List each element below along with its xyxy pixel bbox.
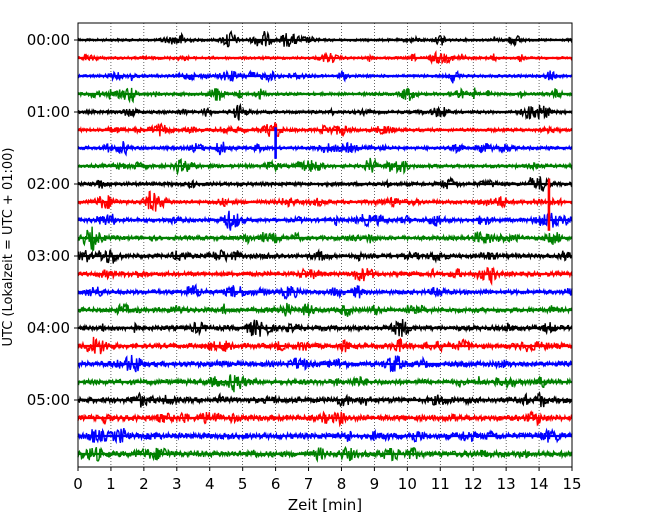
y-tick-label-4: 04:00 xyxy=(27,319,70,337)
x-tick-label-13: 13 xyxy=(497,475,516,493)
x-axis-ticks: 0 1 2 3 4 5 6 7 8 9 10 11 12 13 14 15 xyxy=(73,467,582,493)
x-tick-label-15: 15 xyxy=(562,475,581,493)
x-tick-label-8: 8 xyxy=(337,475,347,493)
x-tick-label-12: 12 xyxy=(464,475,483,493)
y-axis-label: UTC (Lokalzeit = UTC + 01:00) xyxy=(1,148,16,347)
trace-layer xyxy=(77,30,573,463)
x-tick-label-10: 10 xyxy=(398,475,417,493)
vertical-grid xyxy=(110,23,540,467)
x-axis-label: Zeit [min] xyxy=(288,496,362,514)
x-tick-label-1: 1 xyxy=(106,475,116,493)
x-tick-label-14: 14 xyxy=(530,475,549,493)
x-tick-label-7: 7 xyxy=(304,475,314,493)
x-tick-label-3: 3 xyxy=(172,475,182,493)
x-tick-label-2: 2 xyxy=(139,475,149,493)
y-tick-label-0: 00:00 xyxy=(27,31,70,49)
y-tick-label-3: 03:00 xyxy=(27,247,70,265)
x-tick-label-0: 0 xyxy=(73,475,83,493)
x-tick-label-11: 11 xyxy=(431,475,450,493)
x-tick-label-4: 4 xyxy=(205,475,215,493)
plot-background xyxy=(78,23,572,467)
y-axis-ticks: 00:00 01:00 02:00 03:00 04:00 05:00 xyxy=(27,31,78,409)
plot-frame xyxy=(77,22,573,468)
event-layer xyxy=(274,127,551,231)
trace-16 xyxy=(77,319,573,337)
x-tick-label-9: 9 xyxy=(370,475,380,493)
x-tick-label-6: 6 xyxy=(271,475,281,493)
y-tick-label-2: 02:00 xyxy=(27,175,70,193)
x-tick-label-5: 5 xyxy=(238,475,248,493)
y-tick-label-5: 05:00 xyxy=(27,391,70,409)
y-tick-label-1: 01:00 xyxy=(27,103,70,121)
trace-11 xyxy=(77,226,573,252)
